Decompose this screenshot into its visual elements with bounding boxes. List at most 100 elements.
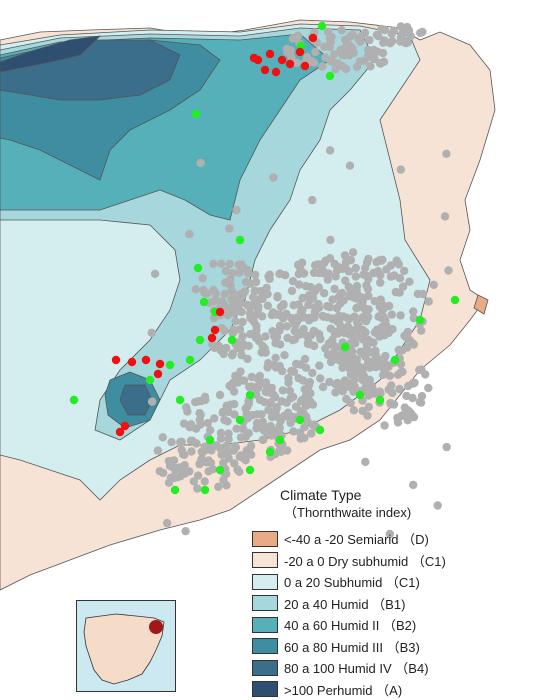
grey-point (202, 289, 211, 298)
red-point (300, 61, 310, 71)
grey-point (185, 229, 194, 239)
grey-point (394, 345, 403, 355)
grey-point (367, 381, 377, 391)
grey-point (275, 422, 284, 431)
grey-point (251, 333, 261, 342)
red-point (295, 47, 305, 57)
grey-point (216, 444, 225, 453)
grey-point (258, 341, 267, 351)
grey-point (388, 36, 397, 46)
grey-point (355, 328, 365, 338)
grey-point (376, 295, 385, 304)
green-point (145, 375, 155, 385)
green-point (265, 447, 275, 457)
grey-point (206, 426, 215, 435)
green-point (165, 360, 175, 370)
grey-point (380, 36, 389, 45)
grey-point (246, 441, 256, 451)
grey-point (287, 286, 297, 296)
grey-point (286, 418, 295, 428)
grey-point (277, 397, 286, 406)
legend-label: <-40 a -20 Semiarid （D) (284, 532, 429, 548)
grey-point (193, 471, 203, 480)
legend-label: 60 a 80 Humid III （B3) (284, 639, 420, 655)
red-point (115, 427, 125, 437)
red-point (260, 65, 270, 75)
grey-point (191, 285, 200, 294)
grey-point (401, 38, 410, 48)
grey-point (195, 415, 204, 425)
grey-point (147, 328, 156, 337)
grey-point (328, 295, 337, 304)
grey-point (417, 326, 426, 335)
grey-point (396, 22, 406, 31)
green-point (317, 21, 327, 31)
green-point (235, 415, 245, 425)
grey-point (282, 322, 291, 331)
red-point (210, 325, 220, 335)
grey-point (429, 280, 438, 289)
grey-point (363, 347, 373, 356)
legend-label: >100 Perhumid （A) (284, 682, 403, 698)
grey-point (333, 378, 342, 388)
grey-point (351, 272, 360, 281)
grey-point (147, 397, 157, 406)
grey-point (365, 35, 374, 45)
grey-point (326, 57, 335, 66)
grey-point (248, 293, 258, 302)
inset-highlight-region (149, 620, 163, 634)
green-point (193, 263, 203, 273)
grey-point (262, 382, 272, 392)
legend-label: -20 a 0 Dry subhumid （C1) (284, 553, 446, 569)
green-point (69, 395, 79, 405)
red-point (127, 357, 137, 367)
green-point (390, 355, 400, 365)
grey-point (230, 441, 240, 451)
grey-point (308, 368, 317, 378)
grey-point (417, 392, 427, 401)
red-point (120, 421, 130, 431)
grey-point (210, 414, 219, 423)
grey-point (416, 398, 426, 407)
grey-point (227, 351, 237, 360)
grey-point (302, 331, 311, 341)
grey-point (328, 335, 337, 345)
grey-point (291, 402, 301, 411)
grey-point (396, 32, 406, 41)
grey-point (395, 384, 404, 394)
green-point (245, 390, 255, 400)
green-point (205, 435, 215, 445)
grey-point (245, 309, 255, 318)
grey-point (321, 344, 330, 353)
grey-point (350, 312, 359, 321)
grey-point (252, 321, 261, 330)
legend-item: 0 a 20 Subhumid （C1) (252, 571, 548, 593)
grey-point (377, 256, 386, 265)
grey-point (241, 404, 250, 413)
grey-point (293, 260, 303, 269)
grey-point (278, 314, 288, 323)
grey-point (424, 383, 433, 393)
legend-item: 60 a 80 Humid III （B3) (252, 636, 548, 658)
grey-point (424, 297, 433, 306)
grey-point (352, 281, 362, 291)
grey-point (400, 266, 409, 276)
sample-points (69, 21, 460, 539)
grey-point (336, 290, 345, 299)
grey-point (283, 45, 292, 54)
grey-point (272, 412, 282, 422)
grey-point (358, 296, 367, 306)
grey-point (294, 280, 304, 289)
red-point (249, 53, 259, 63)
grey-point (231, 317, 240, 326)
red-point (277, 55, 287, 65)
grey-point (235, 268, 244, 277)
grey-point (342, 351, 351, 360)
grey-point (325, 146, 335, 155)
grey-point (442, 149, 451, 158)
grey-point (173, 472, 182, 482)
grey-point (193, 484, 202, 493)
legend-label: 80 a 100 Humid IV （B4) (284, 661, 429, 677)
grey-point (402, 391, 411, 401)
